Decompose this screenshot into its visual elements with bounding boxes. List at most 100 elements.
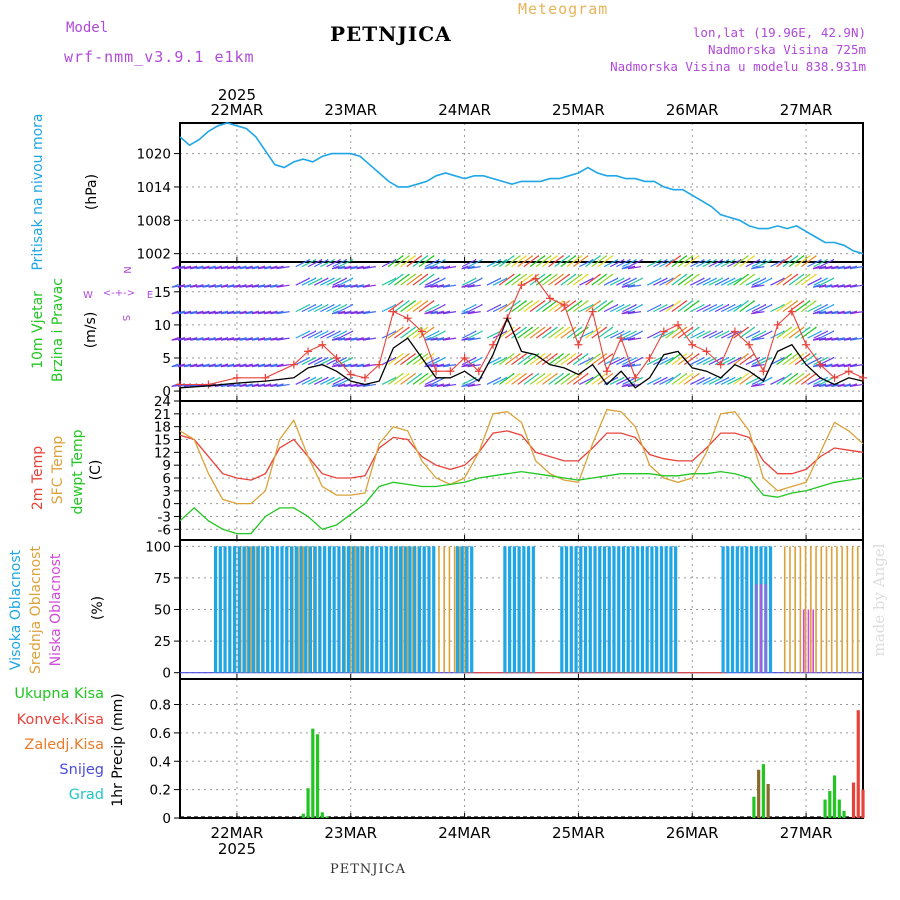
wind-arrow — [332, 304, 347, 313]
model-altitude-text: Nadmorska Visina u modelu 838.931m — [610, 59, 866, 74]
wind-arrow-head — [837, 284, 845, 288]
wind-arrow-head — [598, 273, 601, 276]
wind-arrow-head — [580, 273, 583, 276]
wind-arrow-head — [567, 273, 571, 276]
wind-arrow — [505, 372, 521, 385]
wind-arrow — [800, 300, 817, 313]
wind-arrow-head — [413, 353, 416, 356]
wind-arrow — [616, 330, 631, 339]
wind-arrow-head — [752, 300, 756, 303]
high-cloud-bar — [408, 546, 412, 673]
high-cloud-bar — [266, 546, 270, 673]
wind-arrow — [653, 277, 668, 286]
dewpt-line — [179, 470, 864, 535]
high-cloud-bar — [370, 546, 374, 673]
wind-arrow-head — [678, 372, 682, 376]
wind-arrow — [332, 259, 347, 268]
wind-arrow-head — [536, 255, 540, 258]
wind-arrow — [400, 372, 416, 385]
year-label-top: 2025 — [218, 86, 256, 104]
mid-cloud-bar — [804, 546, 807, 673]
wind-arrow — [603, 304, 619, 313]
dewpt-axis-title: dewpt Temp — [70, 429, 86, 514]
wind-arrow — [794, 300, 811, 313]
wind-arrow-head — [825, 284, 833, 288]
wind-arrow — [326, 376, 341, 385]
wind-arrow — [727, 277, 742, 286]
mid-cloud-bar — [810, 546, 812, 673]
total-precip-bar — [842, 810, 846, 818]
wind-arrow-head — [338, 284, 346, 288]
wind-arrow — [387, 372, 404, 385]
total-precip-bar — [325, 816, 329, 818]
wind-arrow-head — [196, 265, 204, 270]
wind-arrow — [511, 353, 527, 366]
wind-arrow — [381, 357, 397, 366]
wind-arrow — [572, 353, 589, 366]
wind-arrow-head — [843, 310, 851, 315]
mid-cloud-bar — [359, 546, 362, 673]
y-tick-label: 12 — [154, 445, 171, 461]
wind-arrow — [400, 326, 416, 339]
wind-arrow — [406, 273, 423, 286]
wind-arrow — [313, 304, 329, 313]
wind-arrow-head — [202, 310, 210, 315]
wind-arrow-head — [214, 363, 223, 368]
wind-arrow — [770, 304, 785, 313]
wind-arrow — [751, 259, 767, 268]
wind-arrow — [782, 300, 799, 313]
mid-cloud-bar — [783, 546, 786, 673]
wind-arrow-head — [751, 265, 759, 270]
wind-arrow — [745, 357, 761, 366]
wind-arrow — [320, 376, 335, 385]
wind-arrow-head — [751, 383, 759, 388]
wind-arrow — [394, 353, 410, 366]
wind-arrow — [659, 330, 674, 339]
wind-arrow-head — [627, 383, 636, 388]
wind-arrow — [807, 304, 822, 313]
high-cloud-bar — [583, 546, 588, 673]
wind-arrow-head — [843, 363, 851, 368]
wind-gust-marker — [560, 301, 569, 310]
wind-arrow-head — [362, 336, 370, 341]
wind-arrow — [313, 357, 329, 366]
precip-legend-4: Grad — [69, 787, 104, 803]
wind-arrow-head — [802, 273, 805, 276]
mid-cloud-bar — [794, 546, 796, 673]
wind-arrow-head — [350, 383, 358, 388]
wind-arrow-head — [202, 284, 210, 288]
wind-arrow-head — [580, 255, 583, 258]
y-tick-label: 1008 — [137, 213, 171, 229]
wind-arrow — [548, 273, 564, 286]
high-cloud-bar — [579, 546, 583, 673]
wind-arrow-head — [621, 336, 629, 341]
wind-arrow-head — [183, 310, 192, 315]
wind-arrow — [338, 376, 354, 385]
wind-arrow-head — [580, 300, 583, 303]
wind-gust-marker — [773, 320, 782, 329]
mid-cloud-bar — [830, 546, 833, 673]
wind-arrow-head — [524, 255, 527, 258]
wind-gust-marker — [460, 353, 469, 362]
wind-arrow — [609, 277, 625, 286]
wind-arrow-head — [691, 255, 694, 258]
y-tick-label: 25 — [154, 634, 171, 650]
wind-arrow — [733, 273, 749, 286]
sfc-temp-line — [179, 408, 864, 505]
wind-arrow — [807, 330, 822, 339]
mid-cloud-bar — [448, 546, 451, 673]
high-cloud-bar — [564, 546, 569, 673]
wind-arrow-head — [604, 326, 608, 329]
wind-arrow-head — [401, 300, 404, 303]
wind-arrow — [535, 372, 552, 385]
wind-arrow-head — [684, 372, 688, 376]
wind-arrow — [739, 372, 756, 385]
wind-arrow — [788, 353, 805, 366]
wind-arrow-head — [208, 310, 216, 315]
wind-arrow-head — [808, 326, 811, 329]
wind-arrow — [579, 376, 594, 385]
wind-arrow — [770, 357, 785, 366]
wind-arrow-head — [831, 265, 839, 270]
wind-arrows-group — [171, 255, 864, 388]
high-cloud-bar — [617, 546, 621, 673]
